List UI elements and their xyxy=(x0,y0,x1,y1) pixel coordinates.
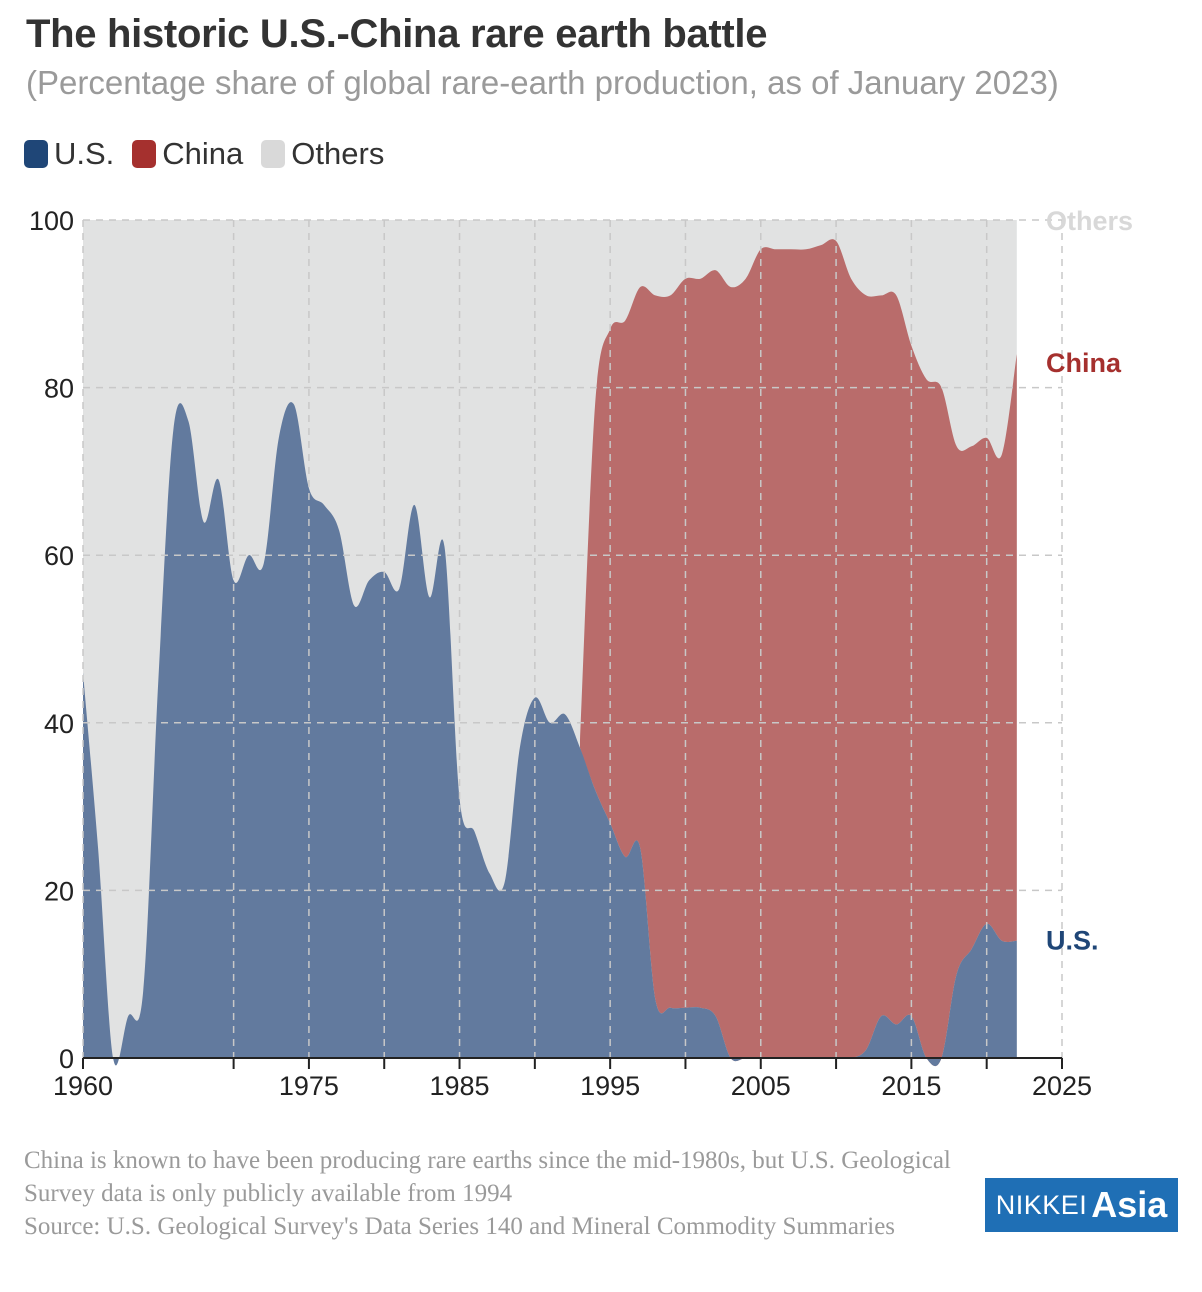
stacked-area-chart: 1960 1975 1985 1995 2005 2015 2025 0 20 40 60 80 100… xyxy=(29,206,1133,1101)
end-label-us: U.S. xyxy=(1046,926,1099,956)
x-tick-label: 2005 xyxy=(731,1071,791,1101)
footnote-source: Source: U.S. Geological Survey's Data Se… xyxy=(24,1213,896,1240)
x-tick-label: 2025 xyxy=(1032,1071,1092,1101)
x-tick-label: 2015 xyxy=(881,1071,941,1101)
x-tick-label: 1995 xyxy=(580,1071,640,1101)
legend-swatch-us xyxy=(24,140,48,168)
chart-subtitle: (Percentage share of global rare-earth p… xyxy=(26,64,1059,101)
footnote-note: China is known to have been producing ra… xyxy=(24,1147,951,1207)
end-label-china: China xyxy=(1046,348,1122,378)
us-area xyxy=(83,402,1017,1067)
nikkei-asia-logo: NIKKEI Asia xyxy=(985,1178,1178,1232)
chart-title: The historic U.S.-China rare earth battl… xyxy=(26,12,768,56)
end-label-others: Others xyxy=(1046,206,1133,236)
legend-item-others: Others xyxy=(261,136,384,172)
y-tick-label: 100 xyxy=(29,206,74,236)
y-tick-label: 0 xyxy=(59,1044,74,1074)
china-area xyxy=(580,239,1017,1067)
legend: U.S. China Others xyxy=(24,136,402,172)
legend-label-us: U.S. xyxy=(54,136,115,171)
legend-swatch-others xyxy=(261,140,286,168)
x-tick-label: 1985 xyxy=(429,1071,489,1101)
legend-swatch-china xyxy=(132,140,157,168)
legend-item-us: U.S. xyxy=(24,136,114,172)
y-tick-label: 20 xyxy=(44,876,74,906)
logo-part-asia: Asia xyxy=(1091,1184,1168,1225)
x-tick-label: 1975 xyxy=(279,1071,339,1101)
logo-part-nikkei: NIKKEI xyxy=(995,1189,1088,1220)
x-tick-label: 1960 xyxy=(53,1071,113,1101)
legend-label-others: Others xyxy=(291,136,385,171)
y-tick-label: 60 xyxy=(44,541,74,571)
y-tick-label: 40 xyxy=(44,709,74,739)
y-tick-label: 80 xyxy=(44,374,74,404)
footnote: China is known to have been producing ra… xyxy=(24,1144,954,1243)
legend-item-china: China xyxy=(132,136,243,172)
legend-label-china: China xyxy=(162,136,244,171)
